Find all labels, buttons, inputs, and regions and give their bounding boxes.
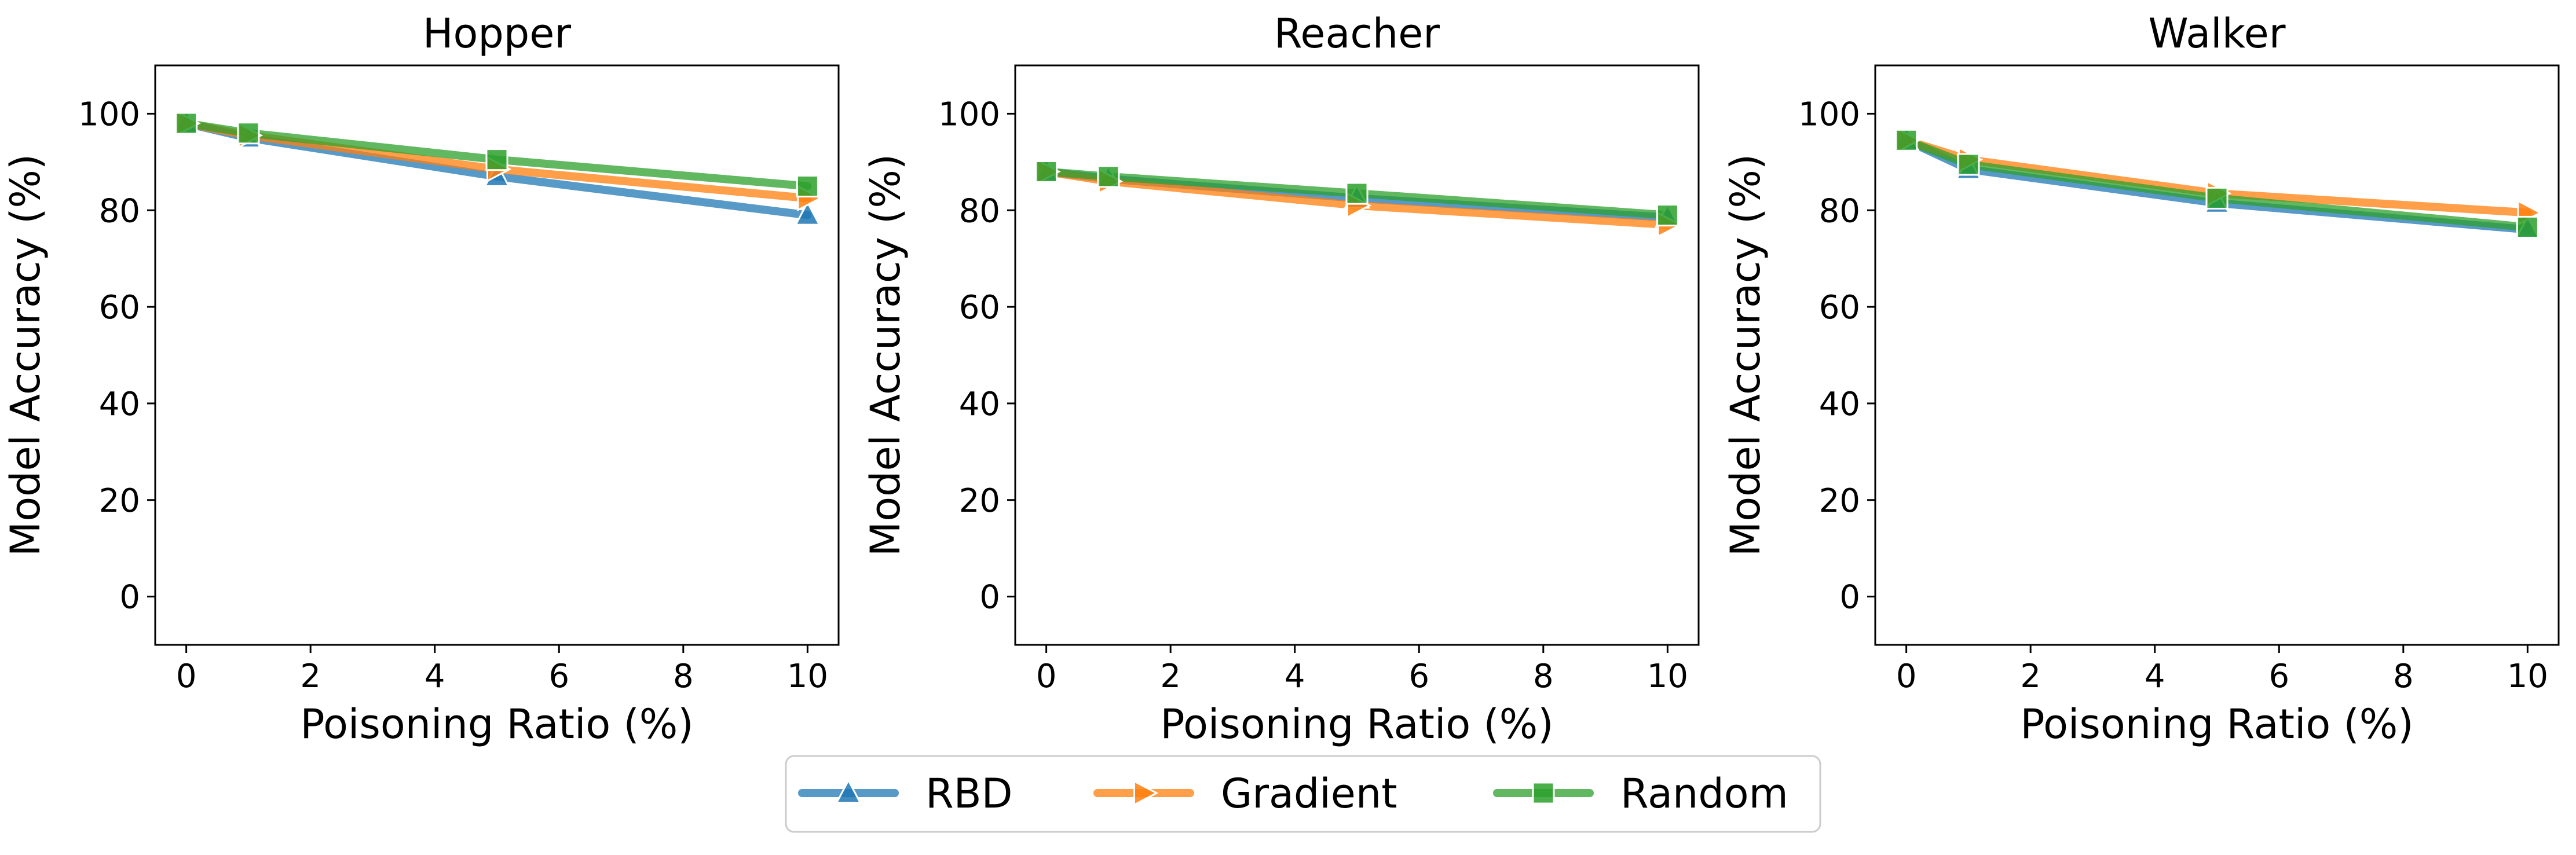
- legend-label-random: Random: [1620, 770, 1788, 817]
- data-point-random-reacher-2: [1345, 182, 1368, 205]
- y-tick-label-reacher-4: 80: [959, 192, 1000, 230]
- y-tick-label-hopper-3: 60: [99, 289, 140, 326]
- data-point-random-walker-3: [2516, 215, 2539, 238]
- x-axis-label-walker: Poisoning Ratio (%): [2020, 700, 2413, 748]
- y-tick-label-reacher-3: 60: [959, 289, 1000, 326]
- y-axis-label-hopper: Model Accuracy (%): [2, 154, 49, 556]
- x-tick-label-reacher-3: 6: [1408, 658, 1429, 695]
- data-point-random-reacher-3: [1656, 204, 1679, 227]
- x-tick-label-reacher-0: 0: [1036, 658, 1057, 695]
- x-tick-label-walker-3: 6: [2268, 658, 2289, 695]
- series-line-random-hopper: [182, 119, 812, 190]
- y-tick-label-walker-5: 100: [1798, 96, 1860, 133]
- legend-label-gradient: Gradient: [1221, 770, 1397, 817]
- x-tick-label-hopper-1: 2: [300, 658, 321, 695]
- y-tick-label-hopper-2: 40: [99, 386, 140, 423]
- data-point-random-walker-0: [1895, 129, 1918, 152]
- y-tick-label-walker-4: 80: [1819, 192, 1860, 230]
- x-tick-label-walker-0: 0: [1896, 658, 1917, 695]
- x-tick-label-reacher-4: 8: [1533, 658, 1554, 695]
- plot-frame-hopper: [154, 64, 840, 646]
- x-tick-label-reacher-5: 10: [1647, 658, 1688, 695]
- y-tick-label-reacher-0: 0: [979, 579, 1000, 617]
- series-line-random-walker: [1902, 136, 2532, 232]
- y-tick-label-walker-2: 40: [1819, 386, 1860, 423]
- y-tick-label-reacher-2: 40: [959, 386, 1000, 423]
- data-point-random-walker-2: [2205, 186, 2229, 210]
- legend-marker-gradient: [1133, 780, 1159, 806]
- y-tick-label-hopper-5: 100: [78, 96, 140, 133]
- x-tick-label-reacher-1: 2: [1160, 658, 1181, 695]
- x-tick-label-walker-2: 4: [2145, 658, 2165, 695]
- legend-entry-random: Random: [1493, 770, 1788, 817]
- x-tick-label-walker-1: 2: [2020, 658, 2041, 695]
- series-line-random-reacher: [1042, 167, 1672, 219]
- data-point-random-hopper-1: [237, 122, 260, 145]
- y-tick-label-hopper-0: 0: [119, 579, 140, 617]
- x-axis-label-reacher: Poisoning Ratio (%): [1160, 700, 1553, 748]
- plot-frame-reacher: [1014, 64, 1700, 646]
- x-axis-label-hopper: Poisoning Ratio (%): [300, 700, 693, 748]
- x-tick-label-reacher-2: 4: [1285, 658, 1305, 695]
- x-tick-label-hopper-0: 0: [176, 658, 197, 695]
- x-tick-label-hopper-4: 8: [673, 658, 694, 695]
- chart-title-walker: Walker: [2149, 10, 2286, 57]
- data-point-random-hopper-2: [485, 148, 508, 171]
- data-point-random-walker-1: [1957, 153, 1980, 176]
- plot-frame-walker: [1874, 64, 2560, 646]
- y-axis-label-walker: Model Accuracy (%): [1722, 154, 1769, 556]
- y-tick-label-hopper-1: 20: [99, 482, 140, 520]
- data-point-rbd-hopper-3: [794, 200, 821, 226]
- legend-entry-gradient: Gradient: [1093, 770, 1397, 817]
- y-tick-label-walker-3: 60: [1819, 289, 1860, 326]
- data-point-random-reacher-0: [1035, 160, 1058, 184]
- data-point-random-reacher-1: [1097, 165, 1120, 188]
- x-tick-label-hopper-2: 4: [425, 658, 445, 695]
- data-point-random-hopper-0: [175, 112, 198, 135]
- legend-marker-random: [1532, 781, 1555, 805]
- chart-title-reacher: Reacher: [1274, 10, 1440, 57]
- y-tick-label-hopper-4: 80: [99, 192, 140, 230]
- legend-marker-rbd: [835, 778, 862, 803]
- legend-label-rbd: RBD: [925, 770, 1013, 817]
- x-tick-label-hopper-5: 10: [787, 658, 828, 695]
- x-tick-label-hopper-3: 6: [548, 658, 569, 695]
- y-tick-label-walker-1: 20: [1819, 482, 1860, 520]
- y-tick-label-reacher-5: 100: [938, 96, 1000, 133]
- x-tick-label-walker-5: 10: [2507, 658, 2548, 695]
- legend-box: [785, 755, 1821, 833]
- legend-entry-rbd: RBD: [798, 770, 1013, 817]
- y-tick-label-walker-0: 0: [1839, 579, 1860, 617]
- y-axis-label-reacher: Model Accuracy (%): [862, 154, 909, 556]
- y-tick-label-reacher-1: 20: [959, 482, 1000, 520]
- legend: RBD Gradient Random: [785, 755, 1821, 833]
- chart-title-hopper: Hopper: [423, 10, 571, 57]
- x-tick-label-walker-4: 8: [2393, 658, 2414, 695]
- data-point-random-hopper-3: [796, 175, 819, 198]
